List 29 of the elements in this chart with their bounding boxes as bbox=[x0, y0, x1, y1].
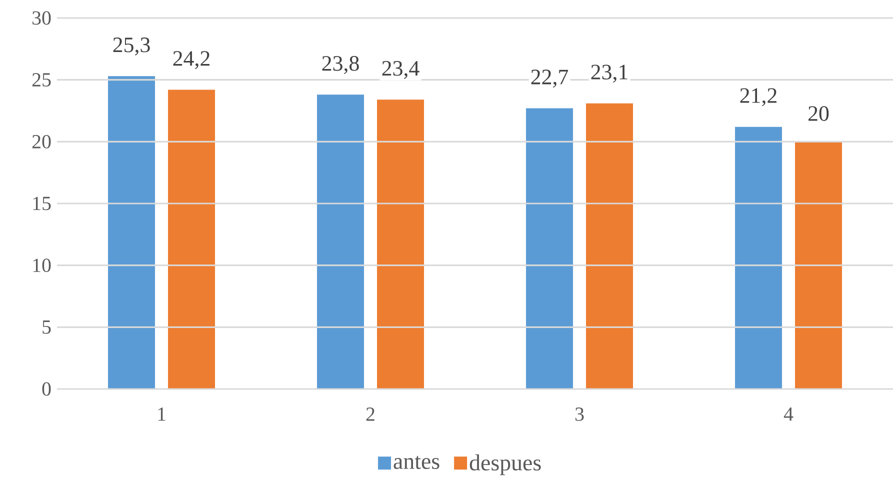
data-label: 22,7 bbox=[531, 70, 568, 88]
bar bbox=[735, 126, 782, 389]
y-tick-label: 25 bbox=[32, 73, 51, 87]
y-tick-label: 5 bbox=[42, 320, 51, 334]
data-label: 23,8 bbox=[322, 56, 359, 74]
bar bbox=[108, 76, 155, 389]
y-tick-label: 0 bbox=[42, 382, 51, 396]
bar bbox=[377, 100, 424, 389]
data-label: 23,1 bbox=[591, 64, 628, 83]
x-tick-label: 3 bbox=[575, 408, 584, 421]
data-label: 25,3 bbox=[113, 38, 150, 56]
bar bbox=[317, 94, 364, 389]
bar bbox=[168, 90, 216, 389]
y-tick-label: 30 bbox=[32, 11, 51, 25]
bar bbox=[795, 142, 842, 389]
data-label: 20 bbox=[808, 106, 829, 121]
bar bbox=[526, 108, 574, 389]
legend-label: despues bbox=[470, 454, 541, 476]
y-tick-label: 10 bbox=[33, 258, 51, 272]
bar bbox=[586, 103, 634, 389]
x-tick-label: 1 bbox=[158, 408, 166, 421]
data-label: 24,2 bbox=[173, 51, 210, 70]
data-label: 21,2 bbox=[740, 88, 776, 106]
x-tick-label: 4 bbox=[784, 408, 794, 421]
legend-label: antes bbox=[394, 456, 440, 470]
y-tick-label: 20 bbox=[32, 134, 51, 148]
y-tick-label: 15 bbox=[33, 196, 51, 210]
data-label: 23,4 bbox=[382, 61, 420, 79]
x-tick-label: 2 bbox=[366, 408, 374, 421]
